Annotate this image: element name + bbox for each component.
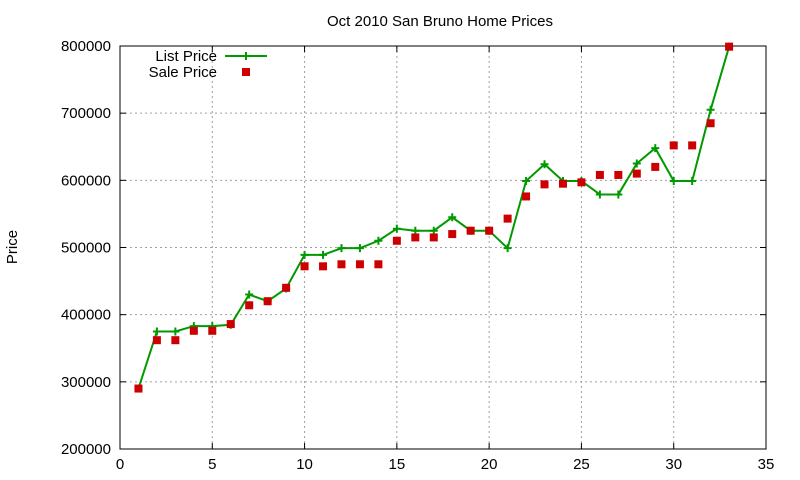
list-price-point	[669, 177, 678, 186]
list-price-point	[651, 144, 660, 153]
list-price-point	[337, 244, 346, 253]
sale-price-point	[485, 226, 494, 235]
sale-price-point	[392, 236, 401, 245]
axis-ticks: 0 5 10 15 20 25 30 35 200000 300000 400000 500000 60…	[61, 38, 774, 473]
list-price-point	[632, 159, 641, 168]
grid-lines	[120, 46, 766, 449]
legend-label-list-price: List Price	[155, 48, 217, 65]
y-tick-label: 800000	[61, 38, 111, 55]
x-tick-label: 20	[481, 456, 498, 473]
sale-price-point	[448, 230, 457, 239]
y-tick-label: 300000	[61, 374, 111, 391]
list-price-point	[540, 160, 549, 169]
sale-price-point	[503, 214, 512, 223]
sale-price-point	[374, 260, 383, 269]
list-price-point	[374, 236, 383, 245]
sale-price-point	[522, 192, 531, 201]
series-list-price	[134, 42, 734, 393]
sale-price-point	[152, 336, 161, 345]
list-price-line	[137, 46, 731, 389]
list-price-point	[319, 250, 328, 259]
y-tick-label: 500000	[61, 240, 111, 257]
series-sale-price	[134, 42, 734, 393]
series-layer	[134, 42, 734, 393]
sale-price-point	[245, 301, 254, 310]
list-price-point	[152, 327, 161, 336]
sale-price-point	[688, 141, 697, 150]
sale-price-point	[466, 226, 475, 235]
sale-price-point	[263, 297, 272, 306]
y-axis-label: Price	[4, 230, 21, 264]
chart-title: Oct 2010 San Bruno Home Prices	[327, 13, 553, 30]
x-tick-label: 35	[758, 456, 775, 473]
x-tick-label: 15	[389, 456, 406, 473]
sale-price-point	[134, 384, 143, 393]
list-price-point	[355, 244, 364, 253]
legend-swatch-sale-price-marker	[242, 68, 250, 76]
y-tick-label: 600000	[61, 172, 111, 189]
list-price-point	[688, 177, 697, 186]
list-price-point	[429, 226, 438, 235]
sale-price-point	[725, 42, 734, 51]
sale-price-point	[226, 320, 235, 329]
legend-label-sale-price: Sale Price	[149, 64, 217, 81]
sale-price-point	[614, 170, 623, 179]
list-price-point	[503, 244, 512, 253]
sale-price-point	[651, 162, 660, 171]
list-price-point	[706, 105, 715, 114]
y-tick-label: 400000	[61, 307, 111, 324]
x-tick-label: 25	[573, 456, 590, 473]
list-price-point	[595, 190, 604, 199]
sale-price-point	[355, 260, 364, 269]
y-tick-label: 200000	[61, 441, 111, 458]
sale-price-point	[706, 119, 715, 128]
x-tick-label: 0	[116, 456, 124, 473]
sale-price-point	[411, 233, 420, 242]
sale-price-point	[319, 262, 328, 271]
sale-price-point	[669, 141, 678, 150]
legend-swatch-list-price-marker	[242, 52, 250, 60]
sale-price-point	[171, 336, 180, 345]
x-tick-label: 5	[208, 456, 216, 473]
list-price-point	[448, 213, 457, 222]
list-price-point	[171, 327, 180, 336]
sale-price-point	[300, 262, 309, 271]
list-price-point	[300, 250, 309, 259]
list-price-point	[411, 226, 420, 235]
sale-price-point	[558, 179, 567, 188]
sale-price-point	[577, 178, 586, 187]
sale-price-point	[189, 326, 198, 335]
sale-price-point	[429, 233, 438, 242]
x-tick-label: 30	[665, 456, 682, 473]
sale-price-point	[595, 170, 604, 179]
sale-price-point	[282, 283, 291, 292]
list-price-point	[245, 290, 254, 299]
list-price-point	[614, 190, 623, 199]
list-price-point	[392, 224, 401, 233]
sale-price-point	[337, 260, 346, 269]
y-tick-label: 700000	[61, 105, 111, 122]
list-price-point	[522, 177, 531, 186]
x-tick-label: 10	[296, 456, 313, 473]
sale-price-point	[208, 326, 217, 335]
sale-price-point	[632, 169, 641, 178]
sale-price-point	[540, 180, 549, 189]
